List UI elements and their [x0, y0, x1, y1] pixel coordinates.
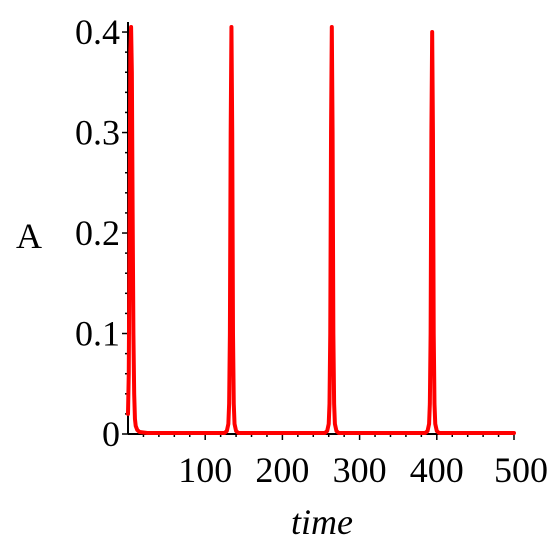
y-tick-label: 0.2: [75, 213, 120, 253]
y-tick-label: 0.1: [75, 314, 120, 354]
series-layer: [126, 25, 516, 435]
y-tick-label: 0.4: [75, 12, 120, 52]
axes: [127, 22, 514, 435]
x-tick-label: 400: [410, 450, 464, 490]
y-ticks: 0 0.1 0.2 0.3 0.4: [75, 12, 128, 454]
x-tick-label: 300: [333, 450, 387, 490]
y-tick-label: 0.3: [75, 113, 120, 153]
x-ticks: 100 200 300 400 500: [142, 434, 548, 490]
x-tick-label: 100: [178, 450, 232, 490]
x-tick-label: 500: [494, 450, 548, 490]
y-tick-label: 0: [102, 414, 120, 454]
x-tick-label: 200: [255, 450, 309, 490]
series-line: [126, 25, 516, 435]
y-axis-label: A: [16, 216, 42, 256]
x-axis-label: time: [291, 502, 353, 542]
